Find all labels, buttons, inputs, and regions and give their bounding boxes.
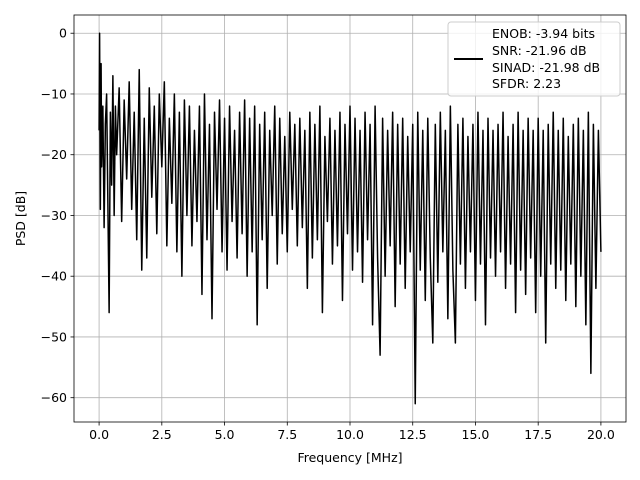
series-layer bbox=[98, 32, 602, 405]
legend-entry-enob: ENOB: -3.94 bits bbox=[492, 26, 595, 41]
legend: ENOB: -3.94 bits SNR: -21.96 dB SINAD: -… bbox=[447, 21, 621, 97]
legend-box bbox=[447, 21, 621, 97]
y-axis-ticks: 0 −10 −20 −30 −40 −50 −60 bbox=[41, 26, 74, 405]
x-tick-label: 5.0 bbox=[215, 427, 235, 442]
y-tick-label: −30 bbox=[41, 208, 67, 223]
y-tick-label: −20 bbox=[41, 147, 67, 162]
x-tick-label: 17.5 bbox=[524, 427, 552, 442]
x-tick-label: 12.5 bbox=[399, 427, 427, 442]
legend-entry-sfdr: SFDR: 2.23 bbox=[492, 76, 561, 91]
y-tick-label: −40 bbox=[41, 269, 67, 284]
y-tick-label: −10 bbox=[41, 86, 67, 101]
psd-series-line bbox=[98, 32, 602, 405]
legend-entry-sinad: SINAD: -21.98 dB bbox=[492, 60, 600, 75]
x-axis-label: Frequency [MHz] bbox=[297, 450, 402, 465]
x-axis-ticks: 0.0 2.5 5.0 7.5 10.0 12.5 15.0 17.5 20.0 bbox=[89, 422, 615, 442]
x-tick-label: 15.0 bbox=[462, 427, 490, 442]
y-axis-label: PSD [dB] bbox=[13, 191, 28, 246]
legend-entry-snr: SNR: -21.96 dB bbox=[492, 43, 587, 58]
x-tick-label: 20.0 bbox=[587, 427, 615, 442]
y-tick-label: −60 bbox=[41, 390, 67, 405]
y-tick-label: 0 bbox=[59, 26, 67, 41]
x-tick-label: 7.5 bbox=[277, 427, 297, 442]
x-tick-label: 2.5 bbox=[152, 427, 172, 442]
x-tick-label: 0.0 bbox=[89, 427, 109, 442]
y-tick-label: −50 bbox=[41, 329, 67, 344]
x-tick-label: 10.0 bbox=[336, 427, 364, 442]
